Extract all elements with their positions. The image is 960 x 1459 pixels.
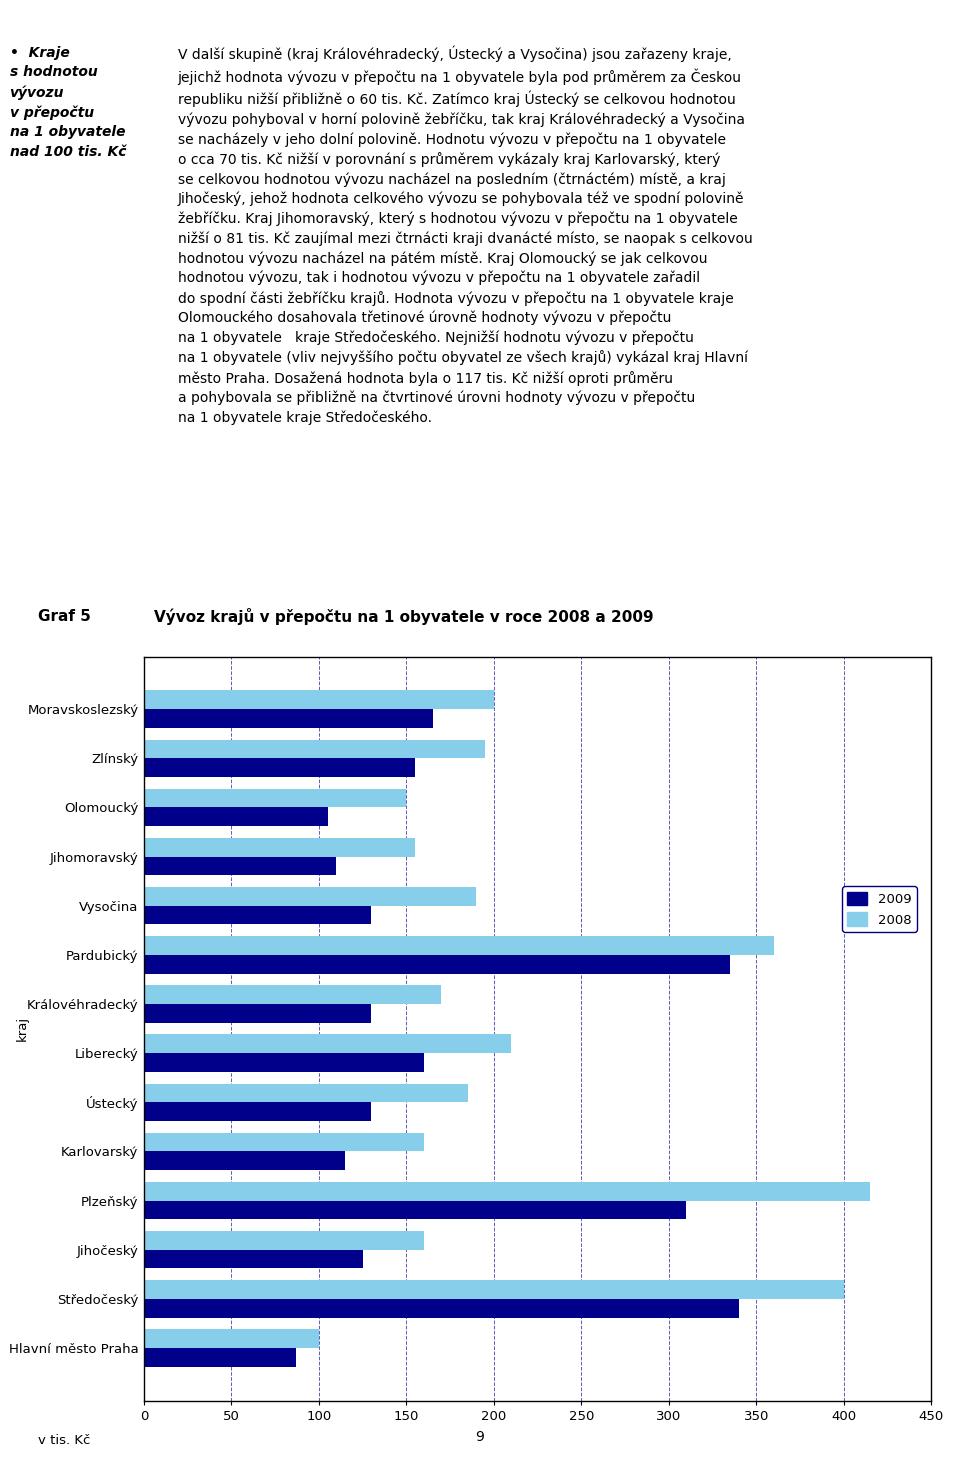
Bar xyxy=(144,887,476,906)
Bar xyxy=(144,1329,319,1348)
Text: 9: 9 xyxy=(475,1430,485,1444)
Bar xyxy=(144,759,415,776)
Bar xyxy=(144,1231,424,1250)
Bar xyxy=(144,906,372,925)
Bar xyxy=(144,1348,297,1367)
Bar xyxy=(144,807,327,826)
Bar xyxy=(144,1132,424,1151)
Bar xyxy=(144,1250,363,1268)
Bar xyxy=(144,1053,424,1072)
Bar xyxy=(144,954,730,973)
Bar xyxy=(144,1103,372,1121)
Bar xyxy=(144,1034,512,1053)
Bar xyxy=(144,690,493,709)
Text: V další skupině (​​​​​​​​​​​​​​​​​​​​​​​kraj Královéhradecký, Ústecký a Vysočina: V další skupině (​​​​​​​​​​​​​​​​​​​​​​​… xyxy=(178,45,753,425)
Text: v tis. Kč: v tis. Kč xyxy=(37,1434,90,1447)
Bar xyxy=(144,1004,372,1023)
Text: kraj: kraj xyxy=(15,1015,29,1042)
Bar xyxy=(144,937,774,954)
Bar xyxy=(144,789,406,807)
Text: Graf 5: Graf 5 xyxy=(38,608,91,624)
Bar xyxy=(144,740,485,759)
Bar xyxy=(144,985,442,1004)
Bar xyxy=(144,1299,739,1317)
Bar xyxy=(144,856,336,875)
Bar xyxy=(144,1084,468,1103)
Bar xyxy=(144,1151,346,1170)
Legend: 2009, 2008: 2009, 2008 xyxy=(842,887,917,932)
Bar xyxy=(144,709,433,728)
Bar xyxy=(144,837,415,856)
Text: •  Kraje
s hodnotou
vývozu
v přepočtu
na 1 obyvatele
nad 100 tis. Kč: • Kraje s hodnotou vývozu v přepočtu na … xyxy=(10,45,126,159)
Text: Vývoz krajů v přepočtu na 1 obyvatele v roce 2008 a 2009: Vývoz krajů v přepočtu na 1 obyvatele v … xyxy=(154,608,653,624)
Bar xyxy=(144,1182,870,1201)
Bar xyxy=(144,1201,686,1220)
Bar xyxy=(144,1281,844,1299)
